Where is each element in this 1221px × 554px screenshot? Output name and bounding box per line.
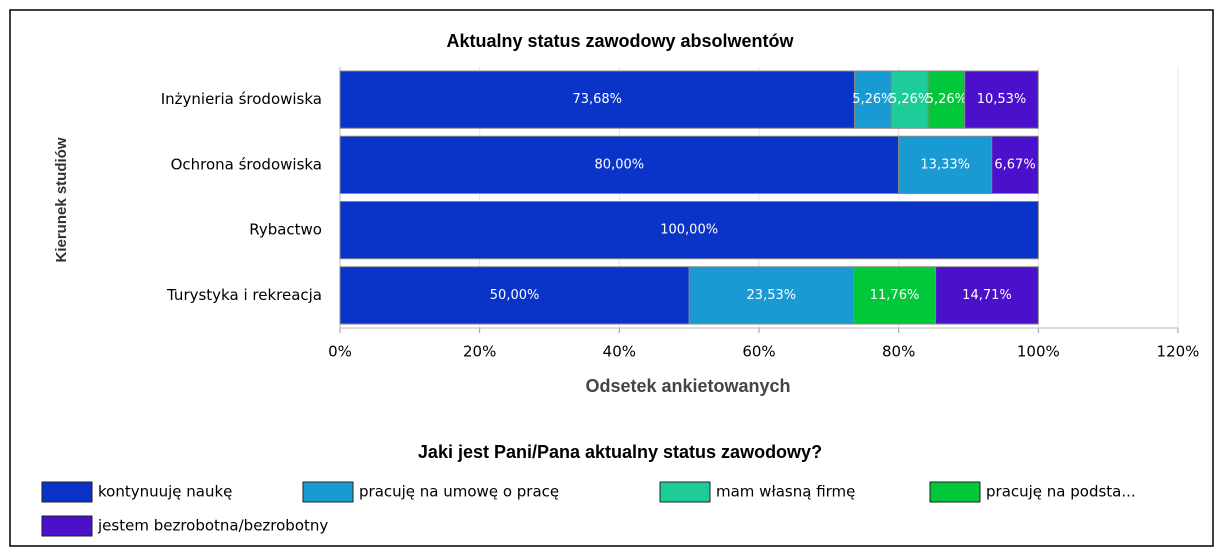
legend-title: Jaki jest Pani/Pana aktualny status zawo… [418,442,822,462]
data-label: 5,26% [889,92,930,107]
y-tick-label: Inżynieria środowiska [161,90,322,108]
legend-label: kontynuuję naukę [98,483,232,501]
bar-segment [991,135,1039,194]
data-label: 6,67% [994,157,1035,172]
x-tick-label: 100% [1017,343,1060,361]
data-label: 11,76% [870,288,920,303]
legend-swatch [659,481,711,503]
x-tick-label: 60% [742,343,775,361]
chart-title: Aktualny status zawodowy absolwentów [446,31,794,51]
data-label: 80,00% [595,157,645,172]
x-tick-label: 80% [882,343,915,361]
legend-swatch [929,481,981,503]
legend-label: jestem bezrobotna/bezrobotny [97,517,328,535]
x-tick-label: 20% [463,343,496,361]
y-axis-label: Kierunek studiów [53,137,70,262]
data-label: 14,71% [962,288,1012,303]
bar-segment [935,266,1039,325]
legend-swatch [302,481,354,503]
legend-label: pracuję na umowę o pracę [359,483,559,501]
bar-segment [339,135,900,194]
data-label: 100,00% [660,223,718,238]
bar-segment [964,70,1039,129]
bar-segment [339,201,1039,260]
data-label: 13,33% [920,157,970,172]
x-axis-label: Odsetek ankietowanych [585,376,790,396]
frame [9,9,1214,547]
data-label: 73,68% [572,92,622,107]
x-tick-label: 0% [328,343,352,361]
data-label: 5,26% [852,92,893,107]
legend-label: mam własną firmę [716,483,855,501]
data-label: 23,53% [747,288,797,303]
legend-swatch [41,515,93,537]
bar-segment [854,70,892,129]
bar-segment [339,266,690,325]
y-tick-label: Turystyka i rekreacja [166,286,322,304]
x-tick-label: 40% [603,343,636,361]
legend-label: pracuję na podsta... [986,483,1136,501]
bar-segment [339,70,856,129]
bar-segment [890,70,929,129]
bar-segment [852,266,937,325]
data-label: 10,53% [977,92,1027,107]
bar-segment [927,70,966,129]
data-label: 50,00% [490,288,540,303]
data-label: 5,26% [926,92,967,107]
x-tick-label: 120% [1157,343,1200,361]
y-tick-label: Rybactwo [249,221,322,239]
legend-swatch [41,481,93,503]
y-tick-label: Ochrona środowiska [171,155,322,173]
